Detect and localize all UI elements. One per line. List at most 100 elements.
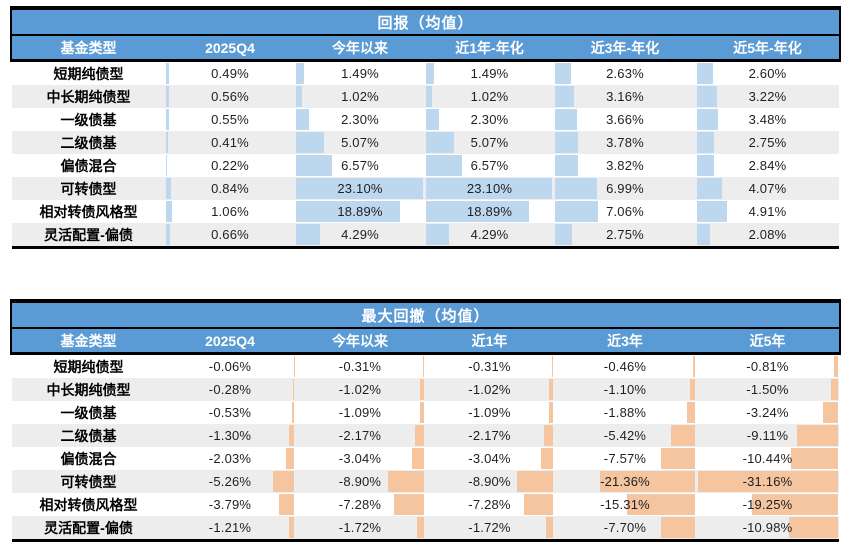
value-cell: -3.79% (165, 493, 295, 516)
data-bar-positive (555, 155, 578, 176)
data-bar-negative (289, 517, 294, 538)
value-cell: 1.49% (425, 62, 554, 85)
value-cell: 7.06% (554, 200, 696, 223)
value-text: 1.06% (211, 204, 249, 219)
data-bar-negative (823, 402, 838, 423)
table-row: 可转债型 0.84% 23.10% 23.10% 6.99% 4.07% (12, 177, 839, 200)
value-cell: -7.70% (554, 516, 696, 539)
data-bar-negative (690, 379, 695, 400)
table-row: 相对转债风格型 1.06% 18.89% 18.89% 7.06% 4.91% (12, 200, 839, 223)
table-row: 灵活配置-偏债 0.66% 4.29% 4.29% 2.75% 2.08% (12, 223, 839, 246)
value-text: 0.66% (211, 227, 249, 242)
value-cell: -31.16% (696, 470, 839, 493)
value-cell: -15.31% (554, 493, 696, 516)
column-header: 今年以来 (332, 332, 388, 349)
value-cell: 1.02% (295, 85, 425, 108)
value-text: -3.04% (468, 451, 511, 466)
table-row: 短期纯债型 0.49% 1.49% 1.49% 2.63% 2.60% (12, 62, 839, 85)
data-bar-positive (426, 63, 435, 84)
data-bar-positive (555, 63, 571, 84)
data-bar-negative (751, 494, 838, 515)
value-cell: -9.11% (696, 424, 839, 447)
data-bar-positive (426, 109, 439, 130)
value-text: 0.22% (211, 158, 249, 173)
value-text: 5.07% (470, 135, 509, 150)
value-text: -10.44% (742, 451, 793, 466)
value-text: 1.49% (470, 66, 509, 81)
data-bar-positive (697, 224, 710, 245)
data-bar-positive (555, 132, 578, 153)
value-cell: -1.50% (696, 378, 839, 401)
value-cell: 0.56% (165, 85, 295, 108)
data-bar-negative (831, 379, 838, 400)
value-cell: 0.22% (165, 154, 295, 177)
data-bar-negative (660, 517, 695, 538)
data-bar-positive (166, 224, 170, 245)
value-cell: -2.17% (295, 424, 425, 447)
table-row: 相对转债风格型 -3.79% -7.28% -7.28% -15.31% -19.25% (12, 493, 839, 516)
value-text: 1.02% (341, 89, 379, 104)
value-text: 3.66% (606, 112, 644, 127)
value-text: -1.02% (468, 382, 511, 397)
value-text: 2.30% (470, 112, 509, 127)
fund-type-cell: 一级债基 (60, 111, 117, 128)
value-cell: 18.89% (425, 200, 554, 223)
value-cell: 5.07% (425, 131, 554, 154)
value-cell: -0.31% (425, 355, 554, 378)
drawdown-table-title: 最大回撤（均值） (12, 299, 839, 329)
data-bar-positive (426, 224, 450, 245)
data-bar-positive (555, 178, 598, 199)
data-bar-positive (555, 224, 572, 245)
value-cell: -1.72% (425, 516, 554, 539)
data-bar-positive (296, 86, 302, 107)
value-text: -1.09% (468, 405, 511, 420)
column-header: 近1年-年化 (455, 39, 524, 56)
value-cell: 3.16% (554, 85, 696, 108)
drawdown-table: 最大回撤（均值） 基金类型 2025Q4 今年以来 近1年 近3年 近5年 短期纯债型 -0… (10, 299, 841, 542)
data-bar-negative (422, 356, 424, 377)
value-cell: -0.28% (165, 378, 295, 401)
column-header: 2025Q4 (205, 39, 255, 56)
data-bar-negative (285, 448, 294, 469)
value-text: -1.10% (603, 382, 647, 397)
fund-type-cell: 偏债混合 (60, 157, 117, 174)
value-text: 1.02% (470, 89, 509, 104)
value-text: 3.48% (748, 112, 787, 127)
fund-type-cell: 相对转债风格型 (39, 203, 138, 220)
data-bar-positive (697, 63, 713, 84)
fund-type-cell: 中长期纯债型 (46, 381, 131, 398)
value-text: -9.11% (746, 428, 789, 443)
value-text: -1.50% (746, 382, 789, 397)
fund-type-cell: 短期纯债型 (53, 358, 124, 375)
data-bar-positive (166, 109, 169, 130)
value-cell: -10.44% (696, 447, 839, 470)
value-text: 0.55% (211, 112, 249, 127)
value-text: -0.06% (208, 359, 252, 374)
table-row: 短期纯债型 -0.06% -0.31% -0.31% -0.46% -0.81% (12, 355, 839, 378)
data-bar-positive (166, 86, 170, 107)
data-bar-negative (546, 517, 553, 538)
value-cell: 0.55% (165, 108, 295, 131)
table-row: 中长期纯债型 0.56% 1.02% 1.02% 3.16% 3.22% (12, 85, 839, 108)
data-bar-positive (555, 86, 574, 107)
value-cell: 0.66% (165, 223, 295, 246)
value-cell: 5.07% (295, 131, 425, 154)
value-cell: -8.90% (425, 470, 554, 493)
data-bar-negative (517, 471, 553, 492)
value-cell: 23.10% (295, 177, 425, 200)
fund-type-cell: 一级债基 (60, 404, 117, 421)
column-header: 2025Q4 (205, 332, 255, 349)
value-text: -1.09% (338, 405, 382, 420)
data-bar-negative (272, 471, 294, 492)
value-cell: -1.88% (554, 401, 696, 424)
value-text: -1.30% (208, 428, 252, 443)
value-cell: 3.22% (696, 85, 839, 108)
value-cell: -0.81% (696, 355, 839, 378)
data-bar-negative (394, 494, 424, 515)
value-cell: 23.10% (425, 177, 554, 200)
value-text: 18.89% (337, 204, 383, 219)
value-text: -31.16% (742, 474, 793, 489)
data-bar-positive (697, 132, 714, 153)
value-text: 4.91% (748, 204, 787, 219)
value-text: -0.81% (746, 359, 789, 374)
